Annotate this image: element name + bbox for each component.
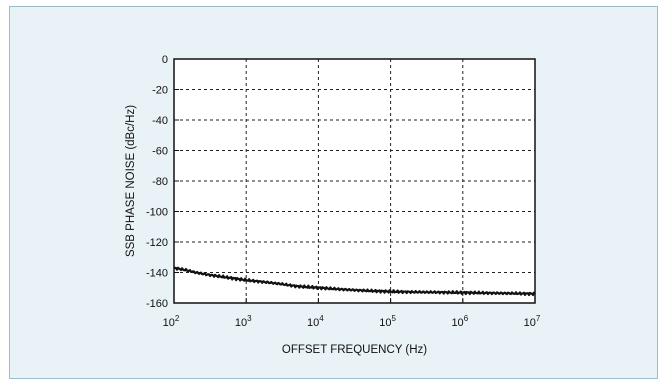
trace-line — [173, 266, 536, 297]
x-tick-label: 107 — [524, 314, 541, 329]
x-tick-label: 102 — [163, 314, 180, 329]
y-tick-label: -160 — [146, 298, 168, 310]
y-tick-label: -120 — [146, 237, 168, 249]
y-tick-label: -100 — [146, 207, 168, 219]
grid-lines — [174, 59, 535, 303]
phase-noise-trace — [173, 266, 536, 297]
x-tick-label: 103 — [235, 314, 252, 329]
x-axis-ticks: 102 103 104 105 106 107 — [163, 298, 541, 329]
y-axis-ticks: 0 -20 -40 -60 -80 -100 -120 -140 -160 — [146, 54, 179, 310]
y-tick-label: -40 — [152, 115, 168, 127]
y-tick-label: -140 — [146, 268, 168, 280]
phase-noise-chart: 0-20-40-60-80-100-120-140-160 102 103 104 1… — [125, 54, 541, 356]
x-tick-label: 106 — [451, 314, 468, 329]
chart-panel: 0 -20 -40 -60 -80 -100 -120 -140 -160 102 103 104 1… — [9, 6, 658, 379]
x-tick-label: 105 — [379, 314, 396, 329]
y-tick-label: -60 — [152, 146, 168, 158]
y-tick-label: -20 — [152, 85, 168, 97]
x-axis-title: OFFSET FREQUENCY (Hz) — [282, 344, 427, 356]
y-tick-label: -80 — [152, 176, 168, 188]
y-tick-label: 0 — [162, 54, 168, 66]
y-axis-title: SSB PHASE NOISE (dBc/Hz) — [125, 105, 137, 257]
x-tick-label: 104 — [307, 314, 324, 329]
